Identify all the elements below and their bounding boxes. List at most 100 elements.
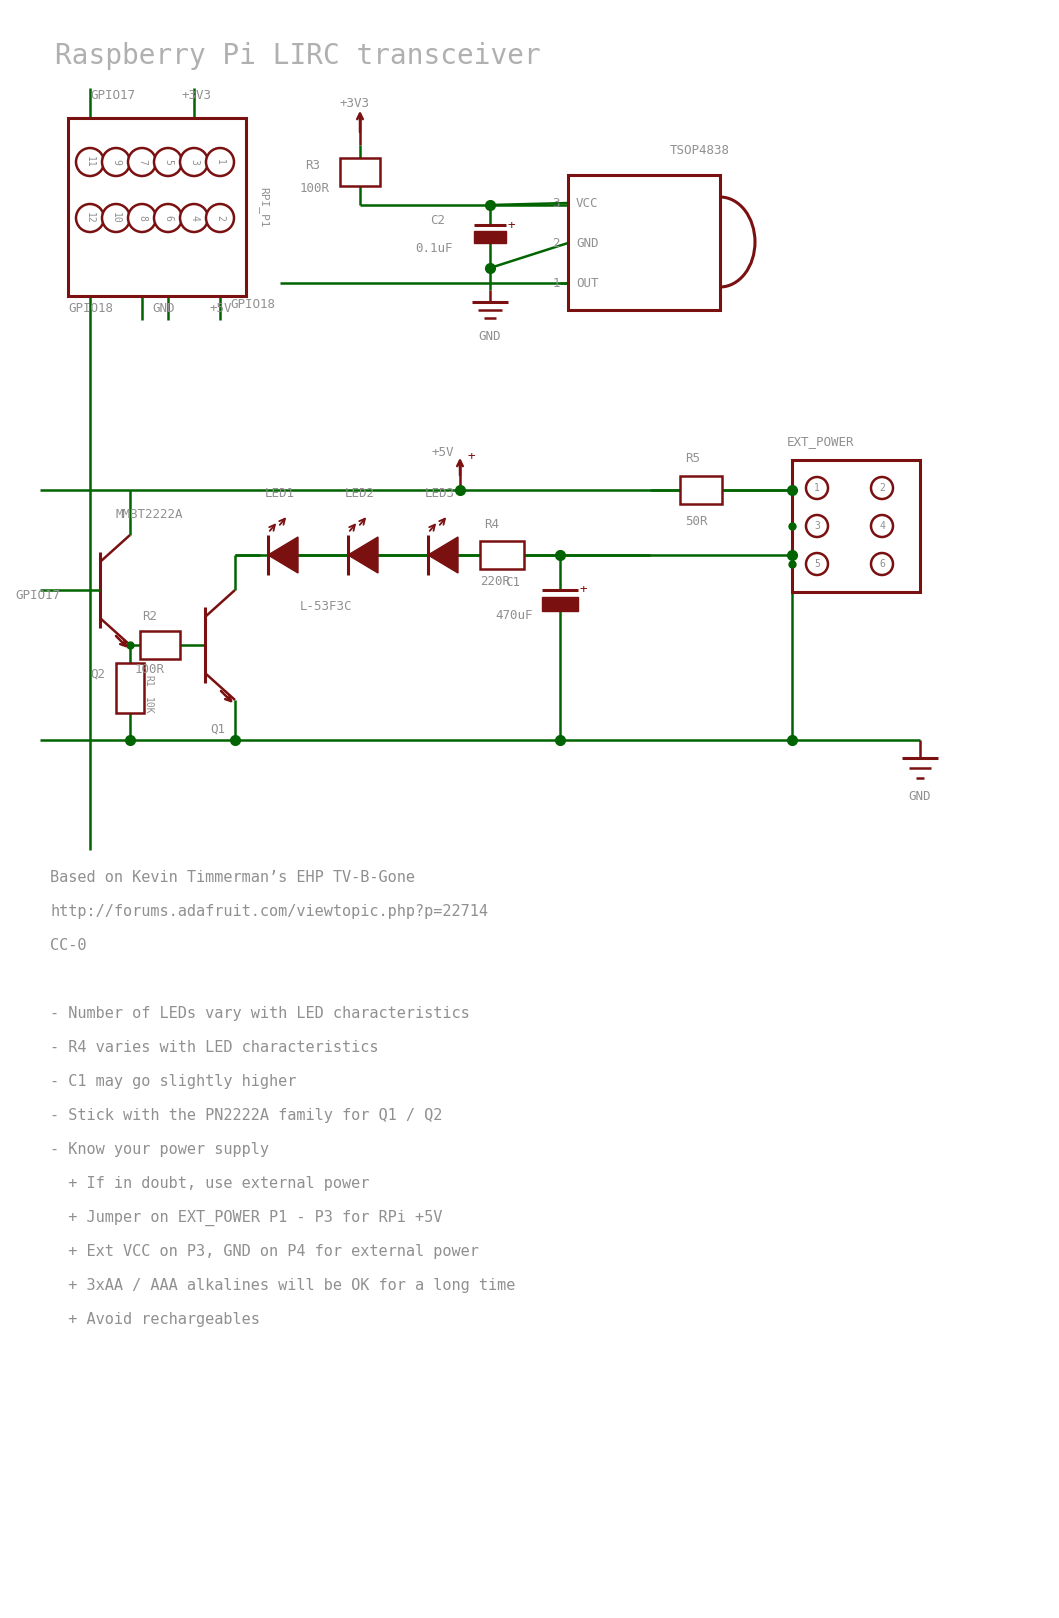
Text: 3: 3 <box>553 196 560 209</box>
Circle shape <box>76 204 104 231</box>
Text: 50R: 50R <box>685 515 707 527</box>
Text: 10: 10 <box>111 212 121 223</box>
Bar <box>480 540 524 570</box>
Text: 3: 3 <box>814 521 820 531</box>
Circle shape <box>870 553 893 574</box>
Text: GPIO17: GPIO17 <box>90 89 134 102</box>
Text: 2: 2 <box>879 484 885 493</box>
Text: GPIO18: GPIO18 <box>230 298 275 311</box>
Text: C2: C2 <box>430 214 445 227</box>
Circle shape <box>128 204 156 231</box>
Text: Q1: Q1 <box>210 723 225 736</box>
Text: +5V: +5V <box>432 445 454 458</box>
Text: +5V: +5V <box>210 303 233 316</box>
Text: 1: 1 <box>814 484 820 493</box>
Text: + Jumper on EXT_POWER P1 - P3 for RPi +5V: + Jumper on EXT_POWER P1 - P3 for RPi +5… <box>50 1210 443 1226</box>
Text: - C1 may go slightly higher: - C1 may go slightly higher <box>50 1074 297 1089</box>
Text: R4: R4 <box>484 518 499 531</box>
Text: C1: C1 <box>505 576 520 589</box>
Bar <box>568 175 720 311</box>
Bar <box>140 631 180 659</box>
Text: 10K: 10K <box>143 697 152 715</box>
Text: 4: 4 <box>879 521 885 531</box>
Bar <box>542 597 578 612</box>
Text: - Know your power supply: - Know your power supply <box>50 1142 269 1157</box>
Text: VCC: VCC <box>576 196 598 209</box>
Text: LED1: LED1 <box>265 487 295 500</box>
Circle shape <box>102 147 130 176</box>
Text: R1: R1 <box>143 675 152 686</box>
Text: 5: 5 <box>814 558 820 570</box>
Circle shape <box>102 204 130 231</box>
Text: CC-0: CC-0 <box>50 938 87 953</box>
Circle shape <box>180 204 208 231</box>
Text: 100R: 100R <box>134 663 165 676</box>
Text: + 3xAA / AAA alkalines will be OK for a long time: + 3xAA / AAA alkalines will be OK for a … <box>50 1278 516 1293</box>
Polygon shape <box>428 537 457 573</box>
Text: + Avoid rechargeables: + Avoid rechargeables <box>50 1312 259 1327</box>
Text: http://forums.adafruit.com/viewtopic.php?p=22714: http://forums.adafruit.com/viewtopic.php… <box>50 904 488 919</box>
Text: 9: 9 <box>111 159 121 165</box>
Text: GND: GND <box>479 330 501 343</box>
Polygon shape <box>348 537 378 573</box>
Text: 2: 2 <box>553 236 560 249</box>
Text: 12: 12 <box>85 212 95 223</box>
Text: 6: 6 <box>879 558 885 570</box>
Text: 1: 1 <box>553 277 560 290</box>
Text: + If in doubt, use external power: + If in doubt, use external power <box>50 1176 370 1191</box>
Text: +: + <box>508 218 516 231</box>
Circle shape <box>76 147 104 176</box>
Text: 6: 6 <box>163 215 173 222</box>
Text: Q2: Q2 <box>90 668 105 681</box>
Text: - R4 varies with LED characteristics: - R4 varies with LED characteristics <box>50 1040 378 1055</box>
Text: 100R: 100R <box>300 181 330 194</box>
Text: - Stick with the PN2222A family for Q1 / Q2: - Stick with the PN2222A family for Q1 /… <box>50 1108 443 1123</box>
Text: 220R: 220R <box>480 574 510 587</box>
Text: TSOP4838: TSOP4838 <box>670 144 730 157</box>
Circle shape <box>154 204 182 231</box>
Text: 2: 2 <box>215 215 225 222</box>
Circle shape <box>128 147 156 176</box>
Circle shape <box>806 515 828 537</box>
Text: 3: 3 <box>189 159 199 165</box>
Text: 8: 8 <box>137 215 147 222</box>
Bar <box>68 118 246 296</box>
Text: +3V3: +3V3 <box>340 97 370 110</box>
Text: Raspberry Pi LIRC transceiver: Raspberry Pi LIRC transceiver <box>55 42 541 70</box>
Circle shape <box>806 477 828 498</box>
Text: GND: GND <box>152 303 175 316</box>
Text: L-53F3C: L-53F3C <box>300 600 353 613</box>
Text: R2: R2 <box>142 610 157 623</box>
Text: 4: 4 <box>189 215 199 222</box>
Text: R3: R3 <box>305 159 320 172</box>
Bar <box>116 663 144 714</box>
Text: GPIO18: GPIO18 <box>68 303 113 316</box>
Text: OUT: OUT <box>576 277 598 290</box>
Text: R5: R5 <box>685 451 700 464</box>
Bar <box>680 476 722 503</box>
Circle shape <box>806 553 828 574</box>
Text: MMBT2222A: MMBT2222A <box>115 508 182 521</box>
Text: EXT_POWER: EXT_POWER <box>787 435 855 448</box>
Bar <box>474 231 506 243</box>
Bar <box>340 159 380 186</box>
Circle shape <box>870 477 893 498</box>
Text: 5: 5 <box>163 159 173 165</box>
Circle shape <box>207 147 234 176</box>
Text: + Ext VCC on P3, GND on P4 for external power: + Ext VCC on P3, GND on P4 for external … <box>50 1244 479 1259</box>
Text: GND: GND <box>909 790 931 803</box>
Text: 7: 7 <box>137 159 147 165</box>
Polygon shape <box>268 537 298 573</box>
Circle shape <box>154 147 182 176</box>
Text: 1: 1 <box>215 159 225 165</box>
Text: 0.1uF: 0.1uF <box>415 241 452 254</box>
Text: +: + <box>468 450 475 463</box>
Text: 11: 11 <box>85 155 95 168</box>
Circle shape <box>207 204 234 231</box>
Text: GND: GND <box>576 236 598 249</box>
Text: +: + <box>580 584 588 597</box>
Text: GPIO17: GPIO17 <box>15 589 60 602</box>
Circle shape <box>180 147 208 176</box>
Circle shape <box>870 515 893 537</box>
Text: LED3: LED3 <box>425 487 455 500</box>
